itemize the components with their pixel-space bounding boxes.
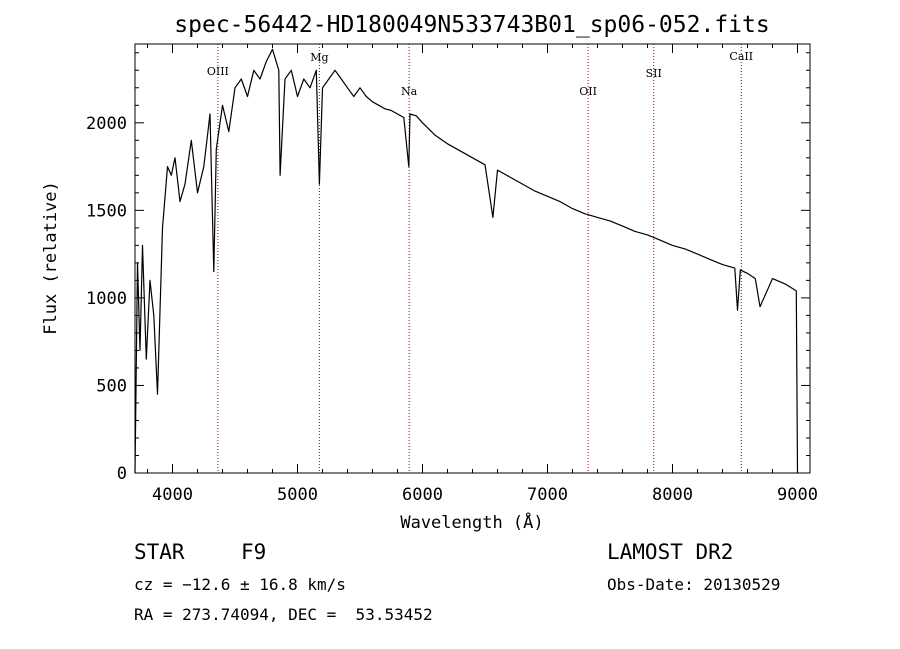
line-marker-label: SII <box>646 67 662 80</box>
line-marker-label: CaII <box>729 50 753 63</box>
x-tick-label: 6000 <box>402 485 443 505</box>
redshift-text: cz = −12.6 ± 16.8 km/s <box>134 575 346 594</box>
y-tick-label: 1000 <box>86 289 127 309</box>
x-tick-label: 5000 <box>277 485 318 505</box>
spectrum-line <box>134 48 799 474</box>
x-tick-label: 8000 <box>652 485 693 505</box>
y-tick-label: 500 <box>96 376 127 396</box>
x-tick-label: 4000 <box>152 485 193 505</box>
line-marker-label: OIII <box>207 65 229 78</box>
x-axis-label: Wavelength (Å) <box>400 511 543 533</box>
line-marker-label: Mg <box>310 51 328 64</box>
obs-date-text: Obs-Date: 20130529 <box>607 575 781 594</box>
y-axis-label: Flux (relative) <box>41 181 61 335</box>
y-tick-label: 0 <box>117 464 127 484</box>
line-marker-label: Na <box>401 85 418 98</box>
object-class: STAR <box>134 540 185 564</box>
y-tick-label: 1500 <box>86 201 127 221</box>
coordinates-text: RA = 273.74094, DEC = 53.53452 <box>134 605 433 624</box>
survey-label: LAMOST DR2 <box>607 540 734 564</box>
object-subclass: F9 <box>241 540 267 564</box>
x-tick-label: 9000 <box>777 485 818 505</box>
y-tick-label: 2000 <box>86 114 127 134</box>
chart-title: spec-56442-HD180049N533743B01_sp06-052.f… <box>174 12 769 38</box>
line-marker-label: OII <box>579 85 597 98</box>
x-tick-label: 7000 <box>527 485 568 505</box>
